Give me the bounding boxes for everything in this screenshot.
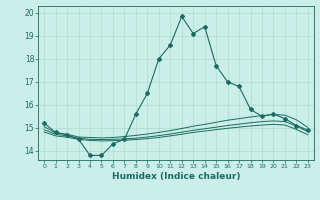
X-axis label: Humidex (Indice chaleur): Humidex (Indice chaleur) (112, 172, 240, 181)
